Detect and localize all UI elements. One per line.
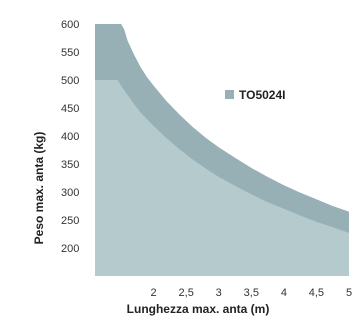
x-axis-ticks: 2 2,5 3 3,5 4 4,5 5	[151, 287, 353, 299]
x-tick-label: 2,5	[179, 287, 194, 299]
y-axis-title: Peso max. anta (kg)	[32, 132, 46, 245]
x-tick-label: 3	[216, 287, 222, 299]
x-tick-label: 3,5	[244, 287, 259, 299]
y-tick-label: 300	[61, 187, 79, 199]
y-tick-label: 450	[61, 103, 79, 115]
x-tick-label: 2	[151, 287, 157, 299]
y-tick-label: 400	[61, 131, 79, 143]
legend-label: TO5024I	[239, 88, 285, 102]
x-axis-title: Lunghezza max. anta (m)	[127, 302, 270, 316]
y-tick-label: 600	[61, 19, 79, 31]
y-tick-label: 350	[61, 159, 79, 171]
area-series-2	[95, 80, 349, 276]
y-axis-ticks: 600 550 500 450 400 350 300 250 200	[61, 19, 79, 255]
y-tick-label: 250	[61, 215, 79, 227]
x-tick-label: 5	[346, 287, 352, 299]
x-tick-label: 4	[281, 287, 287, 299]
chart-areas	[95, 24, 349, 276]
y-tick-label: 550	[61, 47, 79, 59]
x-tick-label: 4,5	[309, 287, 324, 299]
y-tick-label: 500	[61, 75, 79, 87]
legend-swatch	[225, 90, 234, 99]
y-tick-label: 200	[61, 243, 79, 255]
